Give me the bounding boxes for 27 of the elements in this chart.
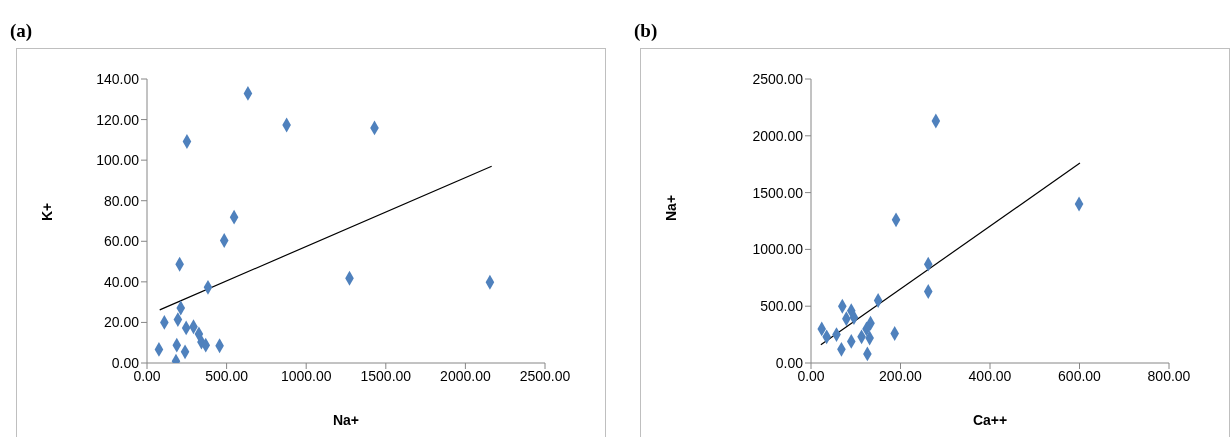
y-tick-label: 100.00: [96, 152, 140, 169]
chart-title: (a): [10, 20, 33, 42]
y-tick-label: 120.00: [96, 111, 140, 128]
x-tick-label: 500.00: [205, 367, 249, 384]
x-tick-label: 200.00: [879, 367, 923, 384]
x-axis-title: Ca++: [972, 412, 1008, 428]
y-tick-label: 1000.00: [752, 241, 804, 258]
x-tick-label: 2000.00: [440, 367, 491, 384]
y-tick-label: 2500.00: [752, 70, 804, 87]
text: (b): [634, 20, 658, 42]
y-tick-label: 80.00: [103, 192, 140, 209]
x-axis-title: Na+: [332, 412, 360, 428]
x-tick-label: 2500.00: [519, 367, 571, 384]
y-tick-label: 140.00: [96, 70, 140, 87]
x-tick-label: 600.00: [1058, 367, 1102, 384]
x-tick-label: 1500.00: [360, 367, 412, 384]
x-tick-label: 400.00: [968, 367, 1012, 384]
x-tick-label: 800.00: [1147, 367, 1191, 384]
y-tick-label: 20.00: [103, 314, 140, 331]
y-tick-label: 60.00: [103, 233, 140, 250]
x-tick-label: 1000.00: [280, 367, 332, 384]
y-tick-label: 2000.00: [752, 127, 804, 144]
y-tick-label: 40.00: [103, 273, 140, 290]
y-tick-label: 500.00: [760, 298, 804, 315]
y-axis-title: Na+: [662, 194, 679, 221]
y-tick-label: 1500.00: [752, 184, 804, 201]
y-axis-title: K+: [38, 202, 55, 221]
